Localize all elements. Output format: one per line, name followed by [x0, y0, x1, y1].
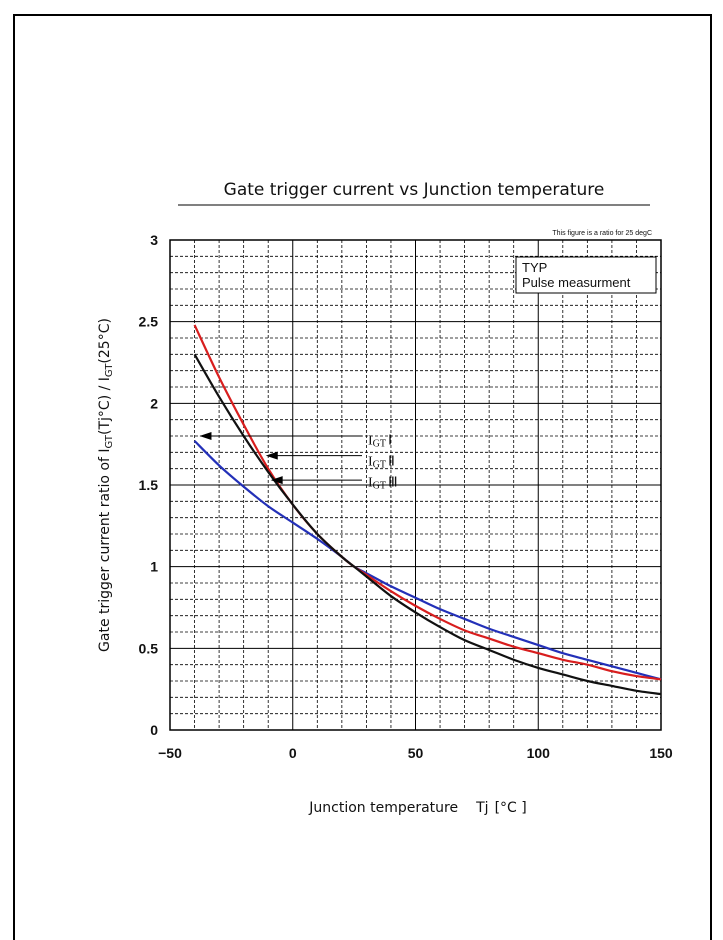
annotation-roman: Ⅱ: [388, 455, 395, 470]
y-axis-label-mid: (Tj°C) / I: [97, 377, 113, 435]
annotation-i: I: [368, 433, 373, 448]
annotation-label-1: IGT Ⅰ: [368, 433, 392, 449]
annotation-sub: GT: [373, 481, 386, 492]
x-tick-label: 0: [289, 745, 297, 761]
y-tick-label: 0.5: [139, 640, 159, 656]
annotation-sub: GT: [373, 438, 386, 449]
y-axis-label-sub1: GT: [104, 434, 115, 448]
y-axis-label-sub2: GT: [104, 363, 115, 377]
x-tick-label: 150: [649, 745, 673, 761]
x-tick-labels: −50 0 50 100 150: [158, 745, 673, 761]
series-group: [193, 324, 662, 696]
grid-major: [170, 240, 661, 730]
page-frame: [13, 14, 712, 940]
plot-frame: [169, 239, 662, 731]
legend-frame: [515, 256, 657, 294]
annotation-roman: Ⅰ: [388, 433, 392, 448]
annotation-arrow-head: [270, 476, 283, 485]
y-axis-label-end: (25°C): [97, 318, 113, 364]
legend-condition: Pulse measurment: [522, 275, 631, 290]
annotation-label-3: IGT Ⅲ: [368, 476, 398, 492]
legend-box: TYP Pulse measurment: [515, 256, 657, 294]
y-tick-label: 2.5: [139, 314, 159, 330]
x-tick-label: −50: [158, 745, 182, 761]
annotation-label-2: IGT Ⅱ: [368, 455, 395, 471]
x-axis-label: Junction temperature Tj [°C ]: [308, 800, 526, 816]
y-tick-label: 1.5: [139, 477, 159, 493]
chart-note: This figure is a ratio for 25 degC: [552, 230, 652, 237]
y-tick-label: 0: [150, 722, 158, 738]
annotation-arrow-head: [199, 432, 212, 440]
annotation-roman: Ⅲ: [388, 476, 398, 491]
annotation-sub: GT: [373, 460, 386, 471]
y-tick-label: 3: [150, 232, 158, 248]
y-axis-label-text: Gate trigger current ratio of I: [97, 448, 113, 651]
x-tick-label: 50: [408, 745, 424, 761]
x-axis-unit: [°C ]: [495, 800, 527, 816]
annotation-i: I: [368, 455, 373, 470]
series-line-1: [193, 440, 662, 681]
x-tick-label: 100: [527, 745, 551, 761]
y-axis-label: Gate trigger current ratio of IGT(Tj°C) …: [97, 318, 115, 652]
y-tick-labels: 0 0.5 1 1.5 2 2.5 3: [139, 232, 159, 738]
legend-typ: TYP: [522, 260, 547, 275]
annotation-i: I: [368, 476, 373, 491]
x-axis-symbol: Tj: [475, 800, 488, 816]
y-tick-label: 2: [150, 395, 158, 411]
y-tick-label: 1: [150, 559, 158, 575]
chart-title: Gate trigger current vs Junction tempera…: [224, 180, 605, 200]
series-line-3: [193, 353, 662, 696]
x-axis-label-text: Junction temperature: [308, 800, 458, 816]
annotation-arrow-head: [265, 451, 278, 460]
